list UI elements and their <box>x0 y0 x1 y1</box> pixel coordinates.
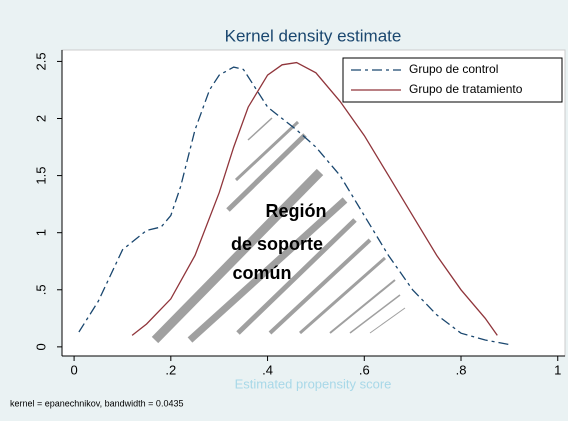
y-tick-label: 2 <box>33 115 48 122</box>
hatch-stripe <box>268 238 372 335</box>
y-tick-label: 1.5 <box>33 167 48 185</box>
hatch-stripe <box>226 133 307 212</box>
y-tick-label: .5 <box>33 284 48 295</box>
annotation: Región de soporte común <box>231 201 327 283</box>
hatch-stripe <box>329 279 396 334</box>
x-tick-label: .6 <box>359 362 370 377</box>
hatch-stripe <box>247 117 273 141</box>
hatch-stripe <box>234 120 300 182</box>
hatch-stripe <box>151 168 324 344</box>
density-line <box>131 61 498 336</box>
y-tick-label: 2.5 <box>33 52 48 70</box>
hatch-stripe <box>236 218 357 335</box>
legend-label: Grupo de tratamiento <box>409 82 523 96</box>
x-tick-label: 1 <box>554 362 561 377</box>
annotation-line: Región <box>266 201 327 221</box>
density-line <box>78 66 510 346</box>
y-tick-label: 0 <box>33 343 48 350</box>
x-tick-label: .2 <box>165 362 176 377</box>
x-tick-label: 0 <box>70 362 77 377</box>
legend-label: Grupo de control <box>409 62 498 76</box>
hatch-stripe <box>187 197 348 343</box>
note: kernel = epanechnikov, bandwidth = 0.043… <box>10 398 183 408</box>
hatch-stripe <box>299 256 386 335</box>
annotation-line: de soporte <box>231 234 323 254</box>
x-axis-title: Estimated propensity score <box>235 376 392 391</box>
hatch-stripe <box>349 294 401 334</box>
hatch-stripe <box>369 307 406 334</box>
annotation-line: común <box>232 263 291 283</box>
y-tick-label: 1 <box>33 229 48 236</box>
legend-box <box>342 57 563 103</box>
legend: Grupo de control Grupo de tratamiento <box>342 57 563 103</box>
x-tick-label: .4 <box>262 362 273 377</box>
x-tick-label: .8 <box>456 362 467 377</box>
chart-title: Kernel density estimate <box>225 26 402 45</box>
hatch <box>151 117 406 344</box>
